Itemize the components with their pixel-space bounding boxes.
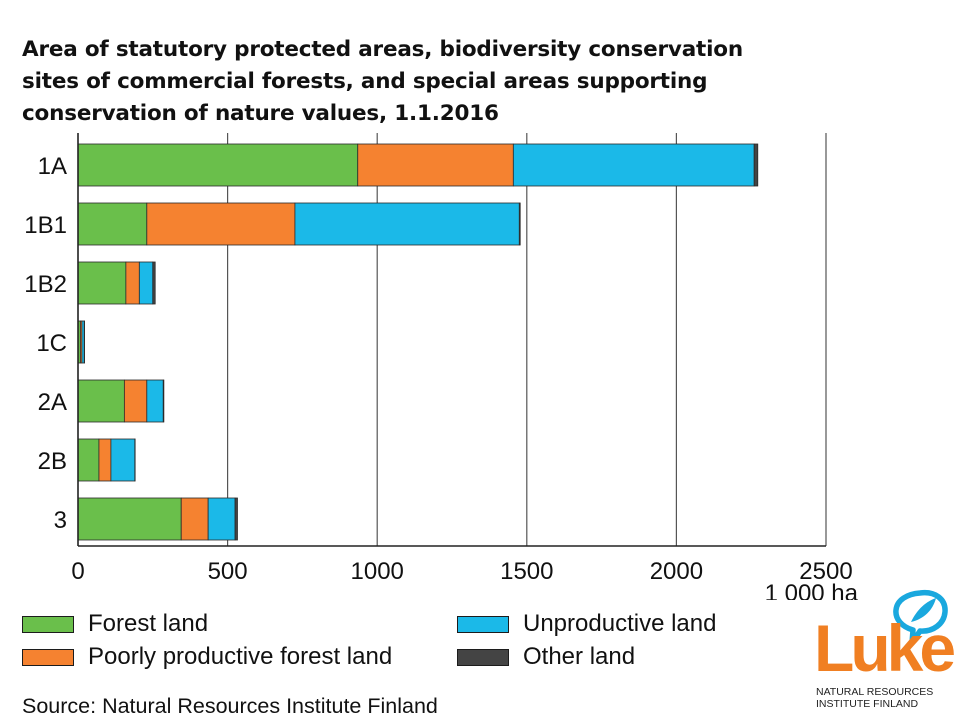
x-tick-label: 500: [208, 558, 248, 585]
bar-1A-other: [753, 143, 759, 187]
bar-1A-unproductive: [512, 143, 755, 187]
legend-swatch-unproductive: [457, 616, 509, 633]
x-tick-label: 0: [71, 558, 84, 585]
bar-1B2-other: [152, 261, 156, 305]
x-unit-label: 1 000 ha: [765, 580, 859, 600]
luke-subtitle: NATURAL RESOURCES INSTITUTE FINLAND: [816, 686, 933, 710]
bar-1B2-poorly: [125, 261, 140, 305]
category-label: 1B2: [24, 271, 67, 298]
bar-3-unproductive: [207, 497, 236, 541]
bar-2A-unproductive: [146, 379, 164, 423]
title-line-1: Area of statutory protected areas, biodi…: [22, 37, 743, 62]
bar-2A-other: [162, 379, 165, 423]
category-label: 2A: [38, 389, 67, 416]
legend-label-other: Other land: [523, 643, 636, 670]
bar-1A-forest: [77, 143, 359, 187]
bar-1B1-forest: [77, 202, 148, 246]
bar-2A-forest: [77, 379, 125, 423]
luke-logo: Luke NATURAL RESOURCES INSTITUTE FINLAND: [810, 588, 956, 718]
category-label: 1B1: [24, 212, 67, 239]
x-tick-label: 1500: [500, 558, 553, 585]
bar-2B-poorly: [98, 438, 112, 482]
bar-2B-unproductive: [110, 438, 136, 482]
category-label: 1C: [36, 330, 67, 357]
legend-swatch-poorly: [22, 649, 74, 666]
category-label: 3: [54, 507, 67, 534]
bar-1B1-poorly: [146, 202, 296, 246]
bar-1A-poorly: [357, 143, 514, 187]
luke-wordmark: Luke: [814, 611, 956, 685]
bar-2B-forest: [77, 438, 100, 482]
speech-bubble-leaf-icon: [893, 589, 948, 646]
legend-swatch-other: [457, 649, 509, 666]
category-label: 1A: [38, 153, 67, 180]
legend-label-unproductive: Unproductive land: [523, 610, 717, 637]
category-label: 2B: [38, 448, 67, 475]
x-tick-label: 1000: [351, 558, 404, 585]
title-line-3: conservation of nature values, 1.1.2016: [22, 101, 499, 126]
bar-3-poorly: [180, 497, 209, 541]
bar-3-other: [234, 497, 238, 541]
source-note: Source: Natural Resources Institute Finl…: [22, 694, 438, 718]
title-line-2: sites of commercial forests, and special…: [22, 69, 708, 94]
luke-subtitle-line-2: INSTITUTE FINLAND: [816, 698, 919, 710]
legend-swatch-forest: [22, 616, 74, 633]
x-tick-label: 2500: [799, 558, 852, 585]
bar-1B2-unproductive: [138, 261, 154, 305]
legend-label-poorly: Poorly productive forest land: [88, 643, 393, 670]
bar-1B1-other: [518, 202, 521, 246]
chart-title: Area of statutory protected areas, biodi…: [22, 34, 802, 130]
x-tick-label: 2000: [650, 558, 703, 585]
legend-label-forest: Forest land: [88, 610, 209, 637]
bar-1B1-unproductive: [294, 202, 520, 246]
bar-1B2-forest: [77, 261, 127, 305]
bar-3-forest: [77, 497, 182, 541]
bar-2A-poorly: [123, 379, 148, 423]
luke-subtitle-line-1: NATURAL RESOURCES: [816, 686, 934, 698]
